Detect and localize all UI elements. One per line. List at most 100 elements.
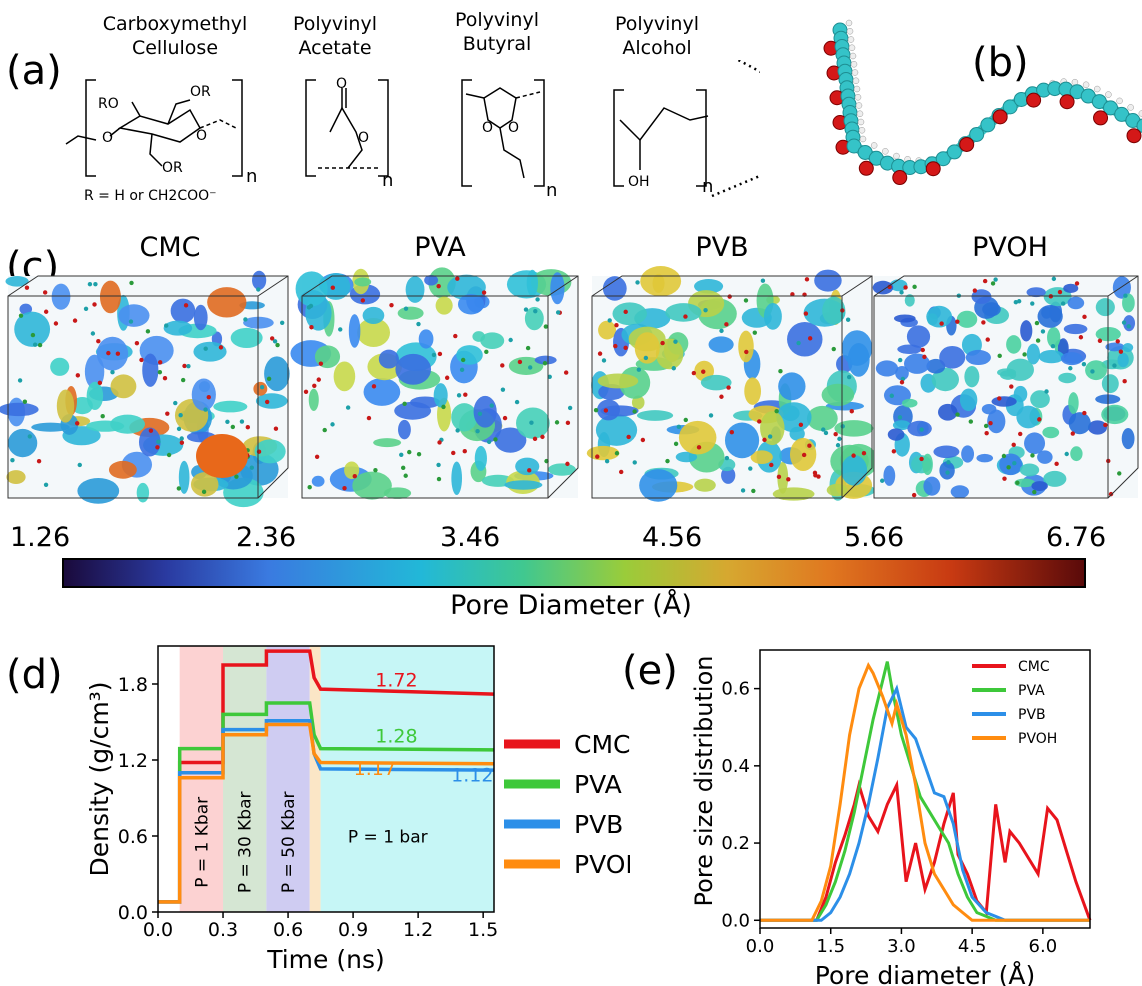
pore-blob — [750, 450, 773, 464]
atom-dot — [525, 345, 531, 351]
atom-dot — [673, 339, 678, 344]
box-title-cmc: CMC — [139, 232, 201, 263]
pore-blob — [597, 373, 639, 389]
pore-blob — [636, 410, 674, 421]
legend-label-pva: PVA — [1018, 683, 1045, 699]
pvoh-molecule-rendering — [823, 19, 1142, 186]
atom-dot — [318, 361, 324, 366]
pore-blob — [694, 478, 716, 492]
atom-dot — [743, 298, 749, 303]
atom-dot — [342, 485, 347, 491]
hydrogen-atom — [849, 52, 857, 60]
hydrogen-atom — [850, 61, 858, 68]
pore-blob — [1019, 463, 1040, 477]
atom-dot — [1082, 314, 1087, 320]
atom-dot — [87, 281, 93, 287]
atom-dot — [840, 424, 845, 429]
atom-dot — [1032, 489, 1037, 495]
pore-blob — [142, 353, 159, 387]
atom-dot — [1011, 442, 1016, 448]
density-line-pvoh — [158, 722, 495, 904]
atom-dot — [997, 396, 1002, 401]
atom-dot — [899, 380, 905, 385]
pore-blob — [1122, 342, 1134, 353]
pore-blob — [264, 356, 290, 392]
atom-dot — [676, 424, 682, 429]
pore-blob — [526, 269, 538, 297]
pore-blob — [875, 360, 899, 377]
atom-dot — [173, 400, 178, 406]
pore-blob — [348, 314, 361, 348]
atom-dot — [1015, 480, 1020, 486]
atom-dot — [565, 461, 570, 467]
atom-dot — [330, 285, 336, 290]
atom-dot — [180, 377, 186, 383]
pore-blob — [1070, 446, 1083, 462]
colorbar — [62, 558, 1086, 588]
colorbar-tick-1: 1.26 — [10, 522, 71, 553]
atom-dot — [543, 324, 549, 329]
atom-dot — [203, 346, 208, 351]
pore-blob — [922, 453, 933, 476]
pore-blob — [597, 399, 621, 421]
atom-dot — [1018, 431, 1023, 437]
atom-dot — [757, 419, 762, 424]
pore-blob — [938, 403, 958, 421]
chemical-structures: RO OR O O OR O O O O OH n n n n R = H or… — [65, 60, 760, 204]
atom-dot — [455, 276, 460, 281]
atom-dot — [1123, 293, 1128, 298]
atom-dot — [128, 319, 134, 324]
x-axis-label: Time (ns) — [266, 945, 385, 974]
atom-dot — [565, 420, 571, 426]
atom-dot — [593, 408, 599, 413]
atom-dot — [218, 345, 224, 350]
atom-dot — [683, 417, 688, 423]
pore-blob — [639, 469, 678, 502]
atom-dot — [554, 420, 560, 425]
atom-dot — [643, 355, 649, 361]
x-tick-label: 4.5 — [958, 936, 987, 957]
carbon-atom — [1002, 99, 1018, 115]
pore-blob — [1042, 426, 1060, 439]
atom-dot — [245, 424, 251, 430]
atom-dot — [1097, 338, 1103, 343]
atom-dot — [533, 308, 538, 314]
y-tick-label: 0.0 — [721, 910, 750, 931]
pore-blob — [1026, 287, 1046, 298]
atom-dot — [760, 278, 766, 283]
atom-dot — [849, 409, 854, 414]
pore-blob — [806, 405, 838, 432]
pore-blob — [1085, 360, 1108, 381]
atom-dot — [889, 393, 894, 398]
atom-dot — [542, 361, 548, 366]
atom-dot — [43, 309, 49, 314]
atom-dot — [74, 421, 80, 426]
pore-blob — [964, 365, 980, 388]
atom-dot — [636, 367, 642, 372]
atom-dot — [373, 467, 378, 473]
pore-blob — [814, 269, 842, 292]
atom-dot — [22, 399, 28, 404]
box-frame — [873, 275, 1139, 499]
atom-dot — [903, 285, 908, 290]
atom-dot — [673, 441, 679, 447]
atom-dot — [1030, 301, 1035, 306]
pore-blob — [826, 483, 848, 497]
atom-dot — [983, 423, 989, 429]
atom-dot — [1070, 431, 1075, 436]
atom-dot — [456, 393, 462, 398]
pore-blob — [1047, 326, 1061, 348]
carbon-atom — [980, 117, 996, 133]
pore-blob — [456, 345, 483, 365]
atom-dot — [475, 428, 480, 434]
atom-dot — [563, 370, 569, 375]
pore-blob — [534, 355, 557, 365]
pore-blob — [118, 304, 150, 327]
pore-blob — [893, 314, 916, 323]
pore-blob — [547, 463, 576, 476]
pore-blob — [398, 419, 411, 440]
atom-dot — [436, 462, 441, 468]
atom-dot — [234, 474, 239, 479]
y-tick-label: 1.8 — [118, 674, 148, 696]
pressure-label: P = 1 bar — [348, 827, 428, 847]
